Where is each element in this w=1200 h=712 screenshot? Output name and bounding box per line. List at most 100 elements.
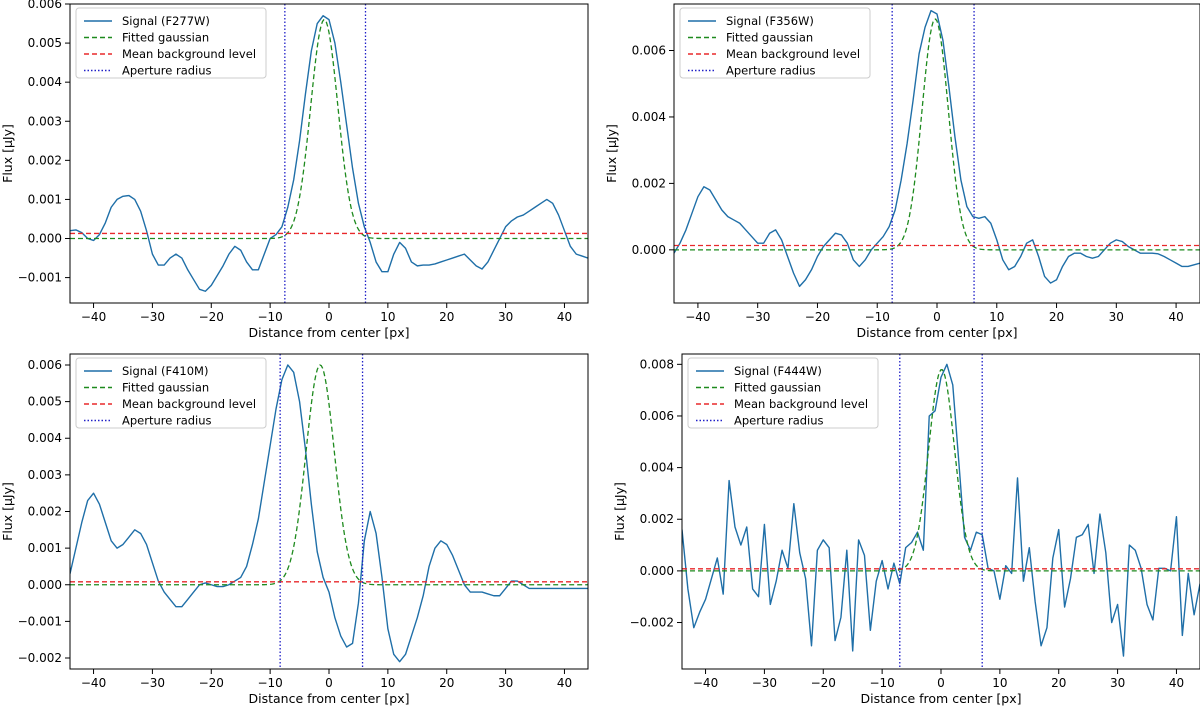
x-tick-label: 30 <box>1109 310 1124 324</box>
x-tick-label: −40 <box>81 310 106 324</box>
x-tick-label: −20 <box>805 310 830 324</box>
y-tick-label: 0.008 <box>640 357 674 371</box>
legend: Signal (F356W) Fitted gaussian Mean backgr… <box>679 7 871 79</box>
x-tick-label: 40 <box>1169 676 1184 690</box>
x-axis-label: Distance from center [px] <box>249 691 410 706</box>
legend: Signal (F277W) Fitted gaussian Mean backgr… <box>75 7 267 79</box>
x-axis-label: Distance from center [px] <box>857 325 1018 340</box>
y-tick-label: 0.006 <box>632 44 666 58</box>
y-tick-label: 0.001 <box>28 192 62 206</box>
chart-panel-2: −40 −30 −20 −10 0 10 20 30 40 0.000 0.002 0.004 0.00… <box>604 3 1200 340</box>
x-tick-label: 40 <box>1168 310 1183 324</box>
y-tick-label: 0.000 <box>640 564 674 578</box>
x-tick-label: −30 <box>745 310 770 324</box>
x-tick-label: 30 <box>1110 676 1125 690</box>
signal-line <box>70 15 588 292</box>
y-tick-label: −0.002 <box>630 616 674 630</box>
x-tick-label: −30 <box>752 676 777 690</box>
y-axis-label: Flux [μJy] <box>604 124 619 183</box>
legend-box <box>75 7 267 79</box>
legend-entry: Fitted gaussian <box>122 381 209 395</box>
x-tick-label: 30 <box>498 676 513 690</box>
x-tick-label: 0 <box>933 310 941 324</box>
x-tick-label: −20 <box>811 676 836 690</box>
y-tick-label: 0.002 <box>28 153 62 167</box>
y-tick-label: 0.003 <box>28 114 62 128</box>
y-axis-label: Flux [μJy] <box>612 482 627 541</box>
y-tick-label: 0.004 <box>28 75 62 89</box>
plot-area <box>70 354 588 669</box>
legend: Signal (F410M) Fitted gaussian Mean backgr… <box>75 357 267 429</box>
legend-entry: Mean background level <box>726 47 860 61</box>
x-tick-label: −10 <box>257 310 282 324</box>
x-tick-label: −10 <box>865 310 890 324</box>
y-tick-label: 0.003 <box>28 468 62 482</box>
legend-entry: Mean background level <box>734 397 868 411</box>
y-tick-label: −0.002 <box>18 651 62 665</box>
y-tick-label: 0.002 <box>632 176 666 190</box>
x-tick-label: −20 <box>199 676 224 690</box>
x-tick-label: 10 <box>992 676 1007 690</box>
x-tick-label: −20 <box>199 310 224 324</box>
plot-area <box>70 4 588 303</box>
legend-entry: Signal (F277W) <box>122 14 210 28</box>
y-axis-label: Flux [μJy] <box>0 482 15 541</box>
y-tick-label: 0.000 <box>632 243 666 257</box>
x-tick-label: 20 <box>1049 310 1064 324</box>
x-tick-label: 0 <box>325 310 333 324</box>
x-tick-label: 40 <box>557 310 572 324</box>
y-tick-label: 0.002 <box>28 505 62 519</box>
fitted-gaussian-line <box>674 18 1200 251</box>
x-tick-label: −40 <box>81 676 106 690</box>
x-tick-label: 0 <box>325 676 333 690</box>
y-tick-label: 0.004 <box>640 461 674 475</box>
fitted-gaussian-line <box>682 369 1200 572</box>
x-tick-label: 20 <box>439 676 454 690</box>
y-tick-label: 0.005 <box>28 395 62 409</box>
signal-line <box>70 364 588 663</box>
legend-entry: Fitted gaussian <box>726 31 813 45</box>
y-axis-label: Flux [μJy] <box>0 124 15 183</box>
x-tick-label: 40 <box>557 676 572 690</box>
y-tick-label: 0.000 <box>28 578 62 592</box>
x-tick-label: −30 <box>140 310 165 324</box>
signal-line <box>682 363 1200 657</box>
legend-entry: Signal (F356W) <box>726 14 814 28</box>
plot-area <box>674 4 1200 303</box>
x-tick-label: 10 <box>380 310 395 324</box>
y-tick-label: 0.000 <box>28 232 62 246</box>
x-tick-label: −30 <box>140 676 165 690</box>
signal-line <box>674 9 1200 288</box>
x-tick-label: −40 <box>685 310 710 324</box>
x-tick-label: 10 <box>989 310 1004 324</box>
legend-entry: Aperture radius <box>122 64 212 78</box>
legend-box <box>75 357 267 429</box>
legend-entry: Mean background level <box>122 397 256 411</box>
legend-entry: Aperture radius <box>734 414 824 428</box>
x-axis-label: Distance from center [px] <box>249 325 410 340</box>
x-tick-label: −40 <box>693 676 718 690</box>
legend-entry: Fitted gaussian <box>734 381 821 395</box>
x-axis-label: Distance from center [px] <box>861 691 1022 706</box>
legend-entry: Signal (F410M) <box>122 364 208 378</box>
chart-panel-3: −40 −30 −20 −10 0 10 20 30 40 −0.002 −0.001 0.000 0.… <box>0 353 589 706</box>
legend-entry: Aperture radius <box>726 64 816 78</box>
x-tick-label: 0 <box>937 676 945 690</box>
chart-panel-4: −40 −30 −20 −10 0 10 20 30 40 −0.002 0.000 0.002 0.0… <box>612 353 1200 706</box>
legend-box <box>687 357 879 429</box>
legend-box <box>679 7 871 79</box>
legend-entry: Fitted gaussian <box>122 31 209 45</box>
fitted-gaussian-line <box>70 19 588 240</box>
x-tick-label: 20 <box>1051 676 1066 690</box>
y-tick-label: 0.004 <box>632 110 666 124</box>
y-tick-label: 0.006 <box>28 358 62 372</box>
x-tick-label: 30 <box>498 310 513 324</box>
legend: Signal (F444W) Fitted gaussian Mean backgr… <box>687 357 879 429</box>
y-tick-label: 0.001 <box>28 541 62 555</box>
x-tick-label: −10 <box>869 676 894 690</box>
fitted-gaussian-line <box>70 364 588 586</box>
legend-entry: Aperture radius <box>122 414 212 428</box>
plot-area <box>682 354 1200 669</box>
y-tick-label: 0.006 <box>640 409 674 423</box>
